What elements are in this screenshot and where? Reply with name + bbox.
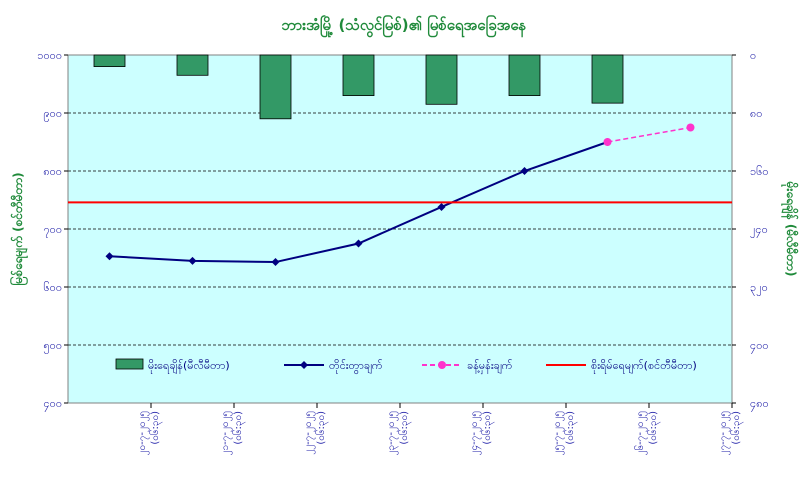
data-lines xyxy=(68,123,732,267)
rainfall-bars xyxy=(93,54,624,120)
gridlines xyxy=(68,112,732,346)
right-tick-label-1: ၈၀ xyxy=(750,107,762,120)
x-tick-date-2: ၂၂-၇-၂၀၂၅ xyxy=(303,411,316,455)
x-tick-time-1: (၀၆:၃၀) xyxy=(231,411,246,445)
left-tick-label-4: ၆၀၀ xyxy=(43,281,62,294)
left-tick-label-2: ၈၀၀ xyxy=(43,165,62,178)
legend-label-1: တိုင်းတွာချက် xyxy=(329,359,383,374)
rain-bar-0 xyxy=(93,54,126,67)
chart-title: ဘားအံမြို့ (သံလွင်မြစ်)၏ မြစ်ရေအခြေအနေ xyxy=(282,14,527,38)
x-axis-ticks: ၂၀-၇-၂၀၂၅ (၀၆:၃၀) ၂၁-၇-၂၀၂၅ (၀၆:၃၀) ၂၂-၇-၂၀၂… xyxy=(137,403,744,455)
x-tick-label-2: ၂၂-၇-၂၀၂၅ (၀၆:၃၀) xyxy=(303,411,329,455)
right-tick-label-6: ၄၈၀ xyxy=(750,397,769,412)
right-axis-title: မိုးရေချိန် (မီလီမီတာ) xyxy=(780,181,800,277)
x-tick-time-7: (၀၆:၃၀) xyxy=(729,411,744,445)
x-tick-date-4: ၂၄-၇-၂၀၂၅ xyxy=(469,411,482,455)
observed-point-3 xyxy=(354,239,363,248)
x-tick-time-5: (၀၆:၃၀) xyxy=(563,411,578,445)
x-tick-time-4: (၀၆:၃၀) xyxy=(480,411,495,445)
left-tick-label-0: ၁၀၀၀ xyxy=(37,49,62,62)
x-tick-label-0: ၂၀-၇-၂၀၂၅ (၀၆:၃၀) xyxy=(137,411,163,456)
legend-swatch-0 xyxy=(115,358,144,370)
x-tick-time-0: (၀၆:၃၀) xyxy=(148,411,163,445)
x-tick-date-3: ၂၃-၇-၂၀၂၅ xyxy=(386,411,399,455)
forecast-point-7 xyxy=(686,123,695,132)
left-axis-title: မြစ်ရေမျက် (စင်တီမီတာ) xyxy=(8,172,29,285)
legend-marker-1 xyxy=(300,361,308,369)
x-tick-date-6: ၂၆-၇-၂၀၂၅ xyxy=(633,411,648,455)
left-tick-label-1: ၉၀၀ xyxy=(43,107,62,122)
observed-point-4 xyxy=(437,202,446,211)
rain-bar-4 xyxy=(425,54,458,105)
x-tick-date-7: ၂၇-၇-၂၀၂၅ xyxy=(718,411,731,455)
right-tick-label-0: ၀ xyxy=(750,49,756,62)
right-tick-label-3: ၂၄၀ xyxy=(750,223,768,238)
x-tick-date-0: ၂၀-၇-၂၀၂၅ xyxy=(137,411,150,455)
observed-point-1 xyxy=(188,256,197,265)
x-tick-label-7: ၂၇-၇-၂၀၂၅ (၀၆:၃၀) xyxy=(718,411,744,456)
x-tick-time-6: (၀၆:၃၀) xyxy=(646,411,661,445)
x-tick-label-5: ၂၅-၇-၂၀၂၅ (၀၆:၃၀) xyxy=(552,411,578,456)
rain-bar-5 xyxy=(508,54,541,96)
rain-bar-2 xyxy=(259,54,292,120)
x-tick-label-6: ၂၆-၇-၂၀၂၅ (၀၆:၃၀) xyxy=(633,411,661,456)
legend-label-2: ခန့်မှန်းချက် xyxy=(467,359,513,374)
right-tick-label-4: ၃၂၀ xyxy=(750,281,768,296)
left-tick-label-3: ၇၀၀ xyxy=(43,223,62,238)
x-tick-label-1: ၂၁-၇-၂၀၂၅ (၀၆:၃၀) xyxy=(220,411,246,456)
observed-point-2 xyxy=(271,258,280,267)
legend-label-3: စိုးရိမ်ရေမျက်(စင်တီမီတာ) xyxy=(591,359,697,374)
left-tick-label-5: ၅၀၀ xyxy=(43,339,62,354)
x-tick-date-5: ၂၅-၇-၂၀၂၅ xyxy=(552,411,565,455)
x-tick-label-3: ၂၃-၇-၂၀၂၅ (၀၆:၃၀) xyxy=(386,411,412,456)
x-tick-time-3: (၀၆:၃၀) xyxy=(397,411,412,445)
rain-bar-3 xyxy=(342,54,375,96)
legend-marker-2 xyxy=(438,361,446,369)
right-tick-label-5: ၄၀၀ xyxy=(750,339,769,354)
rain-bar-1 xyxy=(176,54,209,76)
x-tick-label-4: ၂၄-၇-၂၀၂၅ (၀၆:၃၀) xyxy=(469,411,495,456)
x-tick-date-1: ၂၁-၇-၂၀၂၅ xyxy=(220,411,233,455)
right-tick-label-2: ၁၆၀ xyxy=(750,165,769,178)
x-tick-time-2: (၀၆:၃၀) xyxy=(314,411,329,445)
observed-point-0 xyxy=(105,252,114,261)
rain-bar-6 xyxy=(591,54,624,104)
legend-label-0: မိုးရေချိန်(မီလီမီတာ) xyxy=(148,359,230,374)
forecast-line xyxy=(607,126,691,143)
forecast-point-6 xyxy=(603,138,612,146)
legend: မိုးရေချိန်(မီလီမီတာ) တိုင်းတွာချက် ခန့်မှ… xyxy=(115,358,697,374)
observed-point-5 xyxy=(520,167,529,175)
left-tick-label-6: ၄၀၀ xyxy=(43,397,62,412)
